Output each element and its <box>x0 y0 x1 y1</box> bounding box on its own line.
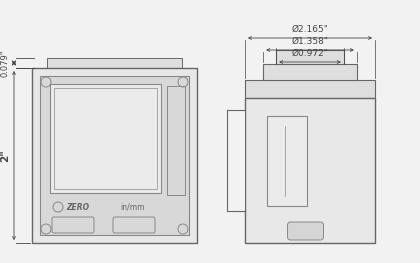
Text: ZERO: ZERO <box>66 203 89 211</box>
FancyBboxPatch shape <box>288 222 323 240</box>
Bar <box>167 86 185 195</box>
Bar <box>40 76 189 235</box>
FancyBboxPatch shape <box>52 217 94 233</box>
Bar <box>245 98 375 243</box>
Text: 2": 2" <box>0 149 10 162</box>
Bar <box>263 64 357 80</box>
Text: Ø0.972": Ø0.972" <box>291 49 328 58</box>
Text: in/mm: in/mm <box>120 203 144 211</box>
Bar <box>50 84 161 193</box>
Bar <box>245 80 375 98</box>
Text: Ø2.165": Ø2.165" <box>291 25 328 34</box>
FancyBboxPatch shape <box>113 217 155 233</box>
Text: 0.079": 0.079" <box>1 49 10 77</box>
Bar <box>47 58 182 68</box>
Text: Ø1.358": Ø1.358" <box>291 37 328 46</box>
Bar <box>32 68 197 243</box>
Bar <box>227 110 245 211</box>
Bar <box>267 116 307 206</box>
Bar <box>276 50 344 64</box>
Bar <box>54 88 157 189</box>
